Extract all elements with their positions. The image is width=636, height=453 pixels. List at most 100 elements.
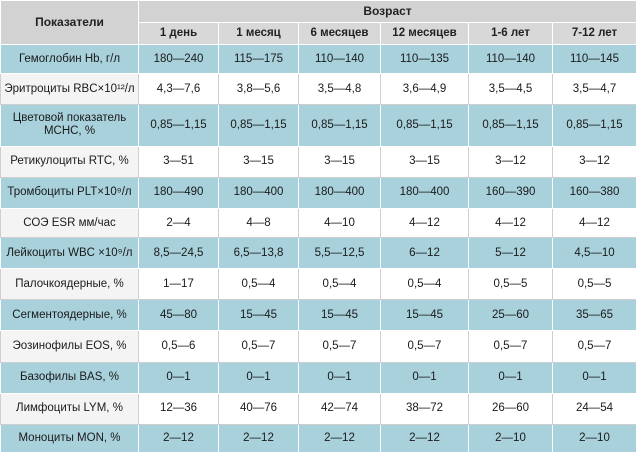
indicator-name-cell: Сегментоядерные, %: [0, 299, 139, 332]
value-cell: 15—45: [218, 299, 299, 332]
age-header-1-day: 1 день: [138, 22, 219, 45]
value-cell: 6,5—13,8: [218, 237, 299, 270]
value-cell: 0,5—6: [138, 330, 219, 363]
value-cell: 3—15: [380, 145, 469, 178]
value-cell: 2—10: [551, 423, 636, 453]
value-cell: 35—65: [551, 299, 636, 332]
value-cell: 0,5—5: [551, 268, 636, 301]
indicator-name-cell: Эозинофилы EOS, %: [0, 330, 139, 363]
table-body: Гемоглобин Hb, г/л 180—240 115—175 110—140 1…: [0, 43, 636, 453]
value-cell: 2—12: [138, 423, 219, 453]
value-cell: 0—1: [298, 361, 381, 394]
value-cell: 2—10: [468, 423, 553, 453]
value-cell: 160—390: [468, 176, 553, 210]
value-cell: 0,5—4: [380, 268, 469, 301]
value-cell: 110—135: [380, 43, 469, 75]
value-cell: 3—12: [551, 145, 636, 178]
table-row: Базофилы BAS, % 0—1 0—1 0—1 0—1 0—1 0—1: [0, 361, 636, 394]
value-cell: 0—1: [551, 361, 636, 394]
indicator-name-cell: Палочкоядерные, %: [0, 268, 139, 301]
value-cell: 6—12: [380, 237, 469, 270]
value-cell: 25—60: [468, 299, 553, 332]
value-cell: 5—12: [468, 237, 553, 270]
indicator-name-cell: Гемоглобин Hb, г/л: [0, 43, 139, 75]
age-header-1-6-years: 1-6 лет: [468, 22, 553, 45]
value-cell: 4—12: [551, 207, 636, 239]
indicator-name-cell: Тромбоциты PLT×10⁹/л: [0, 176, 139, 210]
value-cell: 3—15: [298, 145, 381, 178]
value-cell: 4—12: [380, 207, 469, 239]
table-row: Тромбоциты PLT×10⁹/л 180—490 180—400 180—40…: [0, 176, 636, 210]
value-cell: 3,8—5,6: [218, 73, 299, 106]
value-cell: 0,5—7: [298, 330, 381, 363]
age-header-12-months: 12 месяцев: [380, 22, 469, 45]
value-cell: 3,5—4,7: [551, 73, 636, 106]
table-row: СОЭ ESR мм/час 2—4 4—8 4—10 4—12 4—12 4—12: [0, 207, 636, 239]
value-cell: 0—1: [380, 361, 469, 394]
age-header-1-month: 1 месяц: [218, 22, 299, 45]
value-cell: 4—12: [468, 207, 553, 239]
value-cell: 0—1: [138, 361, 219, 394]
value-cell: 38—72: [380, 392, 469, 425]
value-cell: 180—400: [218, 176, 299, 210]
value-cell: 12—36: [138, 392, 219, 425]
value-cell: 24—54: [551, 392, 636, 425]
table-row: Гемоглобин Hb, г/л 180—240 115—175 110—140 1…: [0, 43, 636, 75]
value-cell: 45—80: [138, 299, 219, 332]
value-cell: 0,5—5: [468, 268, 553, 301]
age-header-6-months: 6 месяцев: [298, 22, 381, 45]
value-cell: 0—1: [468, 361, 553, 394]
value-cell: 3,6—4,9: [380, 73, 469, 106]
value-cell: 4—8: [218, 207, 299, 239]
table-row: Лейкоциты WBC ×10⁹/л 8,5—24,5 6,5—13,8 5,5—…: [0, 237, 636, 270]
value-cell: 160—380: [551, 176, 636, 210]
value-cell: 42—74: [298, 392, 381, 425]
indicator-name-cell: Лимфоциты LYM, %: [0, 392, 139, 425]
age-header-7-12-years: 7-12 лет: [551, 22, 636, 45]
indicator-name-cell: Ретикулоциты RTC, %: [0, 145, 139, 178]
value-cell: 5,5—12,5: [298, 237, 381, 270]
value-cell: 0,85—1,15: [468, 104, 553, 147]
value-cell: 0,5—7: [218, 330, 299, 363]
value-cell: 180—400: [298, 176, 381, 210]
value-cell: 0,5—4: [218, 268, 299, 301]
value-cell: 0,85—1,15: [298, 104, 381, 147]
value-cell: 4—10: [298, 207, 381, 239]
value-cell: 8,5—24,5: [138, 237, 219, 270]
indicator-name-cell: Лейкоциты WBC ×10⁹/л: [0, 237, 139, 270]
value-cell: 180—400: [380, 176, 469, 210]
value-cell: 15—45: [298, 299, 381, 332]
indicators-column-header: Показатели: [0, 0, 139, 45]
value-cell: 3—12: [468, 145, 553, 178]
indicator-name-cell: Моноциты MON, %: [0, 423, 139, 453]
value-cell: 4,5—10: [551, 237, 636, 270]
value-cell: 0,5—7: [380, 330, 469, 363]
age-group-header: Возраст: [137, 0, 636, 23]
table-row: Цветовой показатель MCHC, % 0,85—1,15 0,85…: [0, 104, 636, 147]
value-cell: 180—240: [138, 43, 219, 75]
value-cell: 110—145: [551, 43, 636, 75]
value-cell: 180—490: [138, 176, 219, 210]
value-cell: 3—15: [218, 145, 299, 178]
value-cell: 3,5—4,8: [298, 73, 381, 106]
value-cell: 110—140: [468, 43, 553, 75]
value-cell: 0,5—4: [298, 268, 381, 301]
table-row: Моноциты MON, % 2—12 2—12 2—12 2—12 2—10 2—10: [0, 423, 636, 453]
value-cell: 2—12: [218, 423, 299, 453]
table-row: Эозинофилы EOS, % 0,5—6 0,5—7 0,5—7 0,5—7 0,5…: [0, 330, 636, 363]
value-cell: 1—17: [138, 268, 219, 301]
value-cell: 0,85—1,15: [551, 104, 636, 147]
value-cell: 4,3—7,6: [138, 73, 219, 106]
value-cell: 0,5—7: [468, 330, 553, 363]
value-cell: 3—51: [138, 145, 219, 178]
indicator-name-cell: Эритроциты RBC×10¹²/л: [0, 73, 139, 106]
table-row: Лимфоциты LYM, % 12—36 40—76 42—74 38—72 26—6…: [0, 392, 636, 425]
value-cell: 40—76: [218, 392, 299, 425]
value-cell: 0—1: [218, 361, 299, 394]
value-cell: 0,85—1,15: [138, 104, 219, 147]
indicator-name-cell: Базофилы BAS, %: [0, 361, 139, 394]
table-row: Эритроциты RBC×10¹²/л 4,3—7,6 3,8—5,6 3,5—4…: [0, 73, 636, 106]
indicator-name-cell: СОЭ ESR мм/час: [0, 207, 139, 239]
value-cell: 115—175: [218, 43, 299, 75]
value-cell: 2—12: [298, 423, 381, 453]
